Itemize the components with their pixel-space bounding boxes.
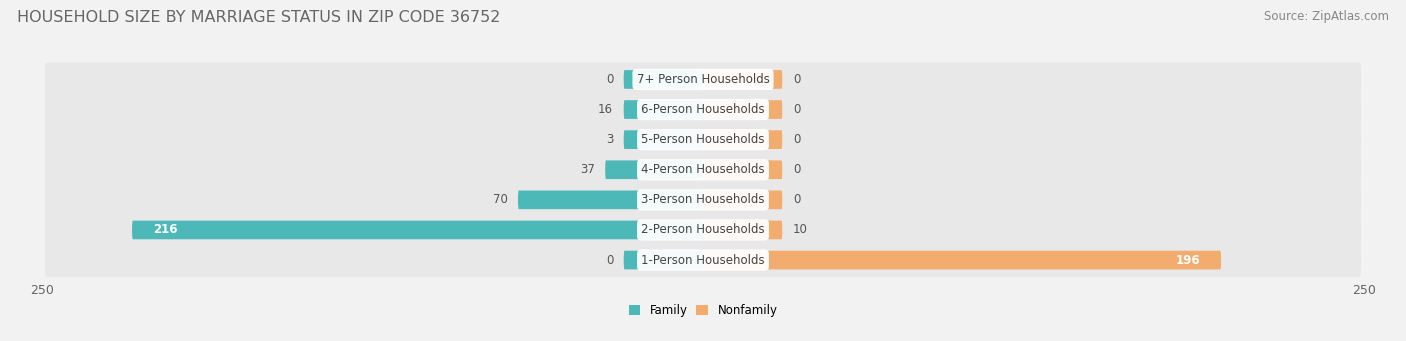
Text: 1-Person Households: 1-Person Households xyxy=(641,254,765,267)
FancyBboxPatch shape xyxy=(45,93,1361,126)
Text: 70: 70 xyxy=(492,193,508,206)
Text: 196: 196 xyxy=(1175,254,1199,267)
FancyBboxPatch shape xyxy=(703,160,782,179)
FancyBboxPatch shape xyxy=(624,130,703,149)
Text: 4-Person Households: 4-Person Households xyxy=(641,163,765,176)
FancyBboxPatch shape xyxy=(45,123,1361,157)
Text: 0: 0 xyxy=(606,254,613,267)
Text: 0: 0 xyxy=(793,73,800,86)
FancyBboxPatch shape xyxy=(703,100,782,119)
FancyBboxPatch shape xyxy=(45,63,1361,96)
FancyBboxPatch shape xyxy=(703,221,782,239)
FancyBboxPatch shape xyxy=(45,183,1361,217)
FancyBboxPatch shape xyxy=(132,221,703,239)
Text: 5-Person Households: 5-Person Households xyxy=(641,133,765,146)
Text: 7+ Person Households: 7+ Person Households xyxy=(637,73,769,86)
FancyBboxPatch shape xyxy=(45,153,1361,187)
Text: 2-Person Households: 2-Person Households xyxy=(641,223,765,236)
Text: 0: 0 xyxy=(793,133,800,146)
Text: 16: 16 xyxy=(598,103,613,116)
FancyBboxPatch shape xyxy=(703,130,782,149)
FancyBboxPatch shape xyxy=(45,213,1361,247)
FancyBboxPatch shape xyxy=(605,160,703,179)
Text: 0: 0 xyxy=(793,163,800,176)
Legend: Family, Nonfamily: Family, Nonfamily xyxy=(624,299,782,322)
Text: 0: 0 xyxy=(606,73,613,86)
FancyBboxPatch shape xyxy=(517,191,703,209)
Text: Source: ZipAtlas.com: Source: ZipAtlas.com xyxy=(1264,10,1389,23)
Text: 10: 10 xyxy=(793,223,807,236)
Text: 3-Person Households: 3-Person Households xyxy=(641,193,765,206)
Text: 0: 0 xyxy=(793,103,800,116)
FancyBboxPatch shape xyxy=(703,191,782,209)
Text: 0: 0 xyxy=(793,193,800,206)
FancyBboxPatch shape xyxy=(624,100,703,119)
FancyBboxPatch shape xyxy=(624,251,703,269)
Text: HOUSEHOLD SIZE BY MARRIAGE STATUS IN ZIP CODE 36752: HOUSEHOLD SIZE BY MARRIAGE STATUS IN ZIP… xyxy=(17,10,501,25)
FancyBboxPatch shape xyxy=(703,251,1220,269)
FancyBboxPatch shape xyxy=(624,70,703,89)
Text: 216: 216 xyxy=(153,223,177,236)
Text: 37: 37 xyxy=(579,163,595,176)
Text: 6-Person Households: 6-Person Households xyxy=(641,103,765,116)
FancyBboxPatch shape xyxy=(45,243,1361,277)
FancyBboxPatch shape xyxy=(703,70,782,89)
Text: 3: 3 xyxy=(606,133,613,146)
